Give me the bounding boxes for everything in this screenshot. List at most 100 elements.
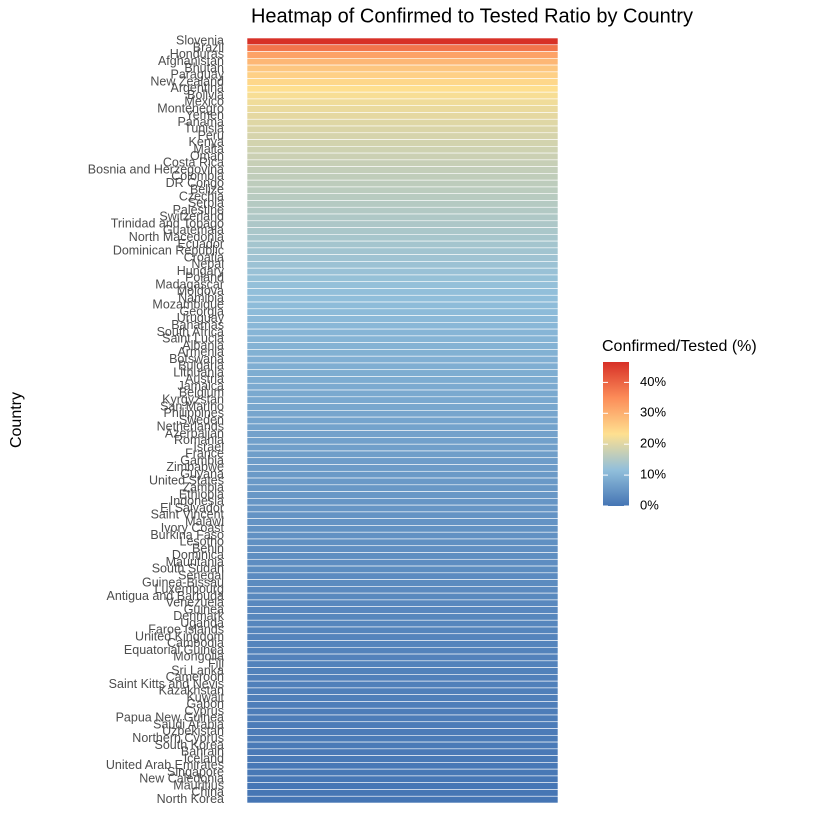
y-tick-label: United Arab Emirates: [106, 758, 224, 772]
y-tick-label: Uganda: [180, 616, 224, 630]
y-tick-label: Bolivia: [187, 88, 224, 102]
heatmap-cell: [246, 768, 559, 777]
heatmap-cell: [246, 118, 559, 127]
heatmap-cell: [246, 795, 559, 804]
colorbar-tick-label: 0%: [640, 497, 659, 512]
y-tick-label: San Marino: [160, 399, 224, 413]
heatmap-cell: [246, 470, 559, 479]
y-tick-label: Bahrain: [181, 745, 224, 759]
heatmap-cell: [246, 701, 559, 709]
y-tick-label: Argentina: [170, 81, 224, 95]
y-tick-label: Cameroon: [166, 670, 224, 684]
heatmap-cell: [246, 105, 559, 113]
heatmap-cell: [246, 389, 559, 398]
y-tick-label: Trinidad and Tobago: [111, 216, 224, 230]
heatmap-cell: [246, 545, 559, 553]
heatmap-cell: [246, 423, 559, 431]
heatmap-cell: [246, 267, 559, 276]
heatmap-cell: [246, 71, 559, 79]
y-tick-label: China: [191, 785, 224, 799]
heatmap-cell: [246, 565, 559, 574]
heatmap-cell: [246, 193, 559, 201]
y-tick-label: Faroe Islands: [148, 623, 224, 637]
heatmap-cell: [246, 261, 559, 269]
heatmap-cell: [246, 220, 559, 228]
y-tick-label: Saint Lucia: [162, 332, 224, 346]
heatmap-cell: [246, 619, 559, 628]
heatmap-cell: [246, 308, 559, 316]
heatmap-cell: [246, 646, 559, 655]
heatmap-cell: [246, 531, 559, 540]
y-tick-label: Fiji: [208, 657, 224, 671]
y-tick-label: Cyprus: [184, 704, 224, 718]
y-tick-label: Northern Cyprus: [132, 731, 224, 745]
heatmap-cell: [246, 112, 559, 120]
heatmap-cell: [246, 44, 559, 52]
y-tick-label: Senegal: [178, 569, 224, 583]
y-tick-label: Montenegro: [157, 101, 224, 115]
heatmap-cell: [246, 504, 559, 513]
heatmap-cell: [246, 349, 559, 357]
heatmap-cell: [246, 51, 559, 59]
heatmap-cell: [246, 335, 559, 343]
y-tick-label: Afghanistan: [158, 54, 224, 68]
y-tick-label: Ivory Coast: [161, 521, 225, 535]
heatmap-cell: [246, 721, 559, 729]
y-tick-label: Bulgaria: [178, 359, 224, 373]
heatmap-cell: [246, 525, 559, 533]
heatmap-cell: [246, 762, 559, 770]
heatmap-cell: [246, 511, 559, 519]
heatmap-cell: [246, 98, 559, 106]
y-tick-label: Gambia: [180, 453, 224, 467]
y-tick-label: El Salvador: [160, 501, 224, 515]
y-tick-label: Hungary: [177, 264, 225, 278]
y-tick-label: Philippines: [164, 406, 224, 420]
y-tick-label: Mexico: [184, 95, 224, 109]
y-tick-label: Peru: [198, 128, 224, 142]
y-tick-label: Denmark: [173, 609, 224, 623]
y-tick-label: Botswana: [169, 352, 224, 366]
y-tick-label: Serbia: [188, 196, 224, 210]
heatmap-cell: [246, 606, 559, 614]
heatmap-cell: [246, 396, 559, 404]
heatmap-cell: [246, 735, 559, 743]
y-tick-label: Kuwait: [186, 690, 224, 704]
heatmap-cell: [246, 64, 559, 73]
heatmap-cell: [246, 782, 559, 790]
heatmap-cell: [246, 410, 559, 418]
heatmap-cell: [246, 741, 559, 750]
heatmap-cell: [246, 552, 559, 560]
heatmap-cell: [246, 376, 559, 384]
colorbar-tick-label: 30%: [640, 405, 666, 420]
heatmap-cell: [246, 613, 559, 621]
colorbar-tick-label: 10%: [640, 467, 666, 482]
y-tick-label: Ethiopia: [179, 487, 224, 501]
y-tick-label: Namibia: [178, 291, 224, 305]
heatmap-cell: [246, 91, 559, 100]
heatmap-cell: [246, 58, 559, 66]
y-tick-label: Mozambique: [152, 298, 224, 312]
heatmap-cell: [246, 477, 559, 486]
heatmap-cell: [246, 443, 559, 452]
y-tick-label: Paraguay: [170, 68, 224, 82]
y-tick-label: North Korea: [157, 792, 224, 806]
y-tick-label: Costa Rica: [163, 156, 224, 170]
y-tick-label: Equatorial Guinea: [124, 643, 224, 657]
heatmap-cell: [246, 592, 559, 601]
colorbar-tick-label: 40%: [640, 374, 666, 389]
y-tick-label: Lesotho: [180, 535, 225, 549]
y-tick-label: Uzbekistan: [162, 724, 224, 738]
heatmap-cell: [246, 572, 559, 580]
heatmap-cell: [246, 342, 559, 350]
colorbar: [603, 362, 629, 506]
heatmap-cell: [246, 660, 559, 668]
heatmap-cell: [246, 626, 559, 635]
heatmap-cell: [246, 146, 559, 154]
y-tick-label: Kazakhstan: [159, 684, 224, 698]
y-tick-label: South Africa: [157, 325, 224, 339]
heatmap-cell: [246, 775, 559, 783]
y-tick-label: Indonesia: [170, 494, 224, 508]
y-tick-label: Dominican Republic: [113, 244, 224, 258]
y-tick-label: Sweden: [179, 413, 224, 427]
